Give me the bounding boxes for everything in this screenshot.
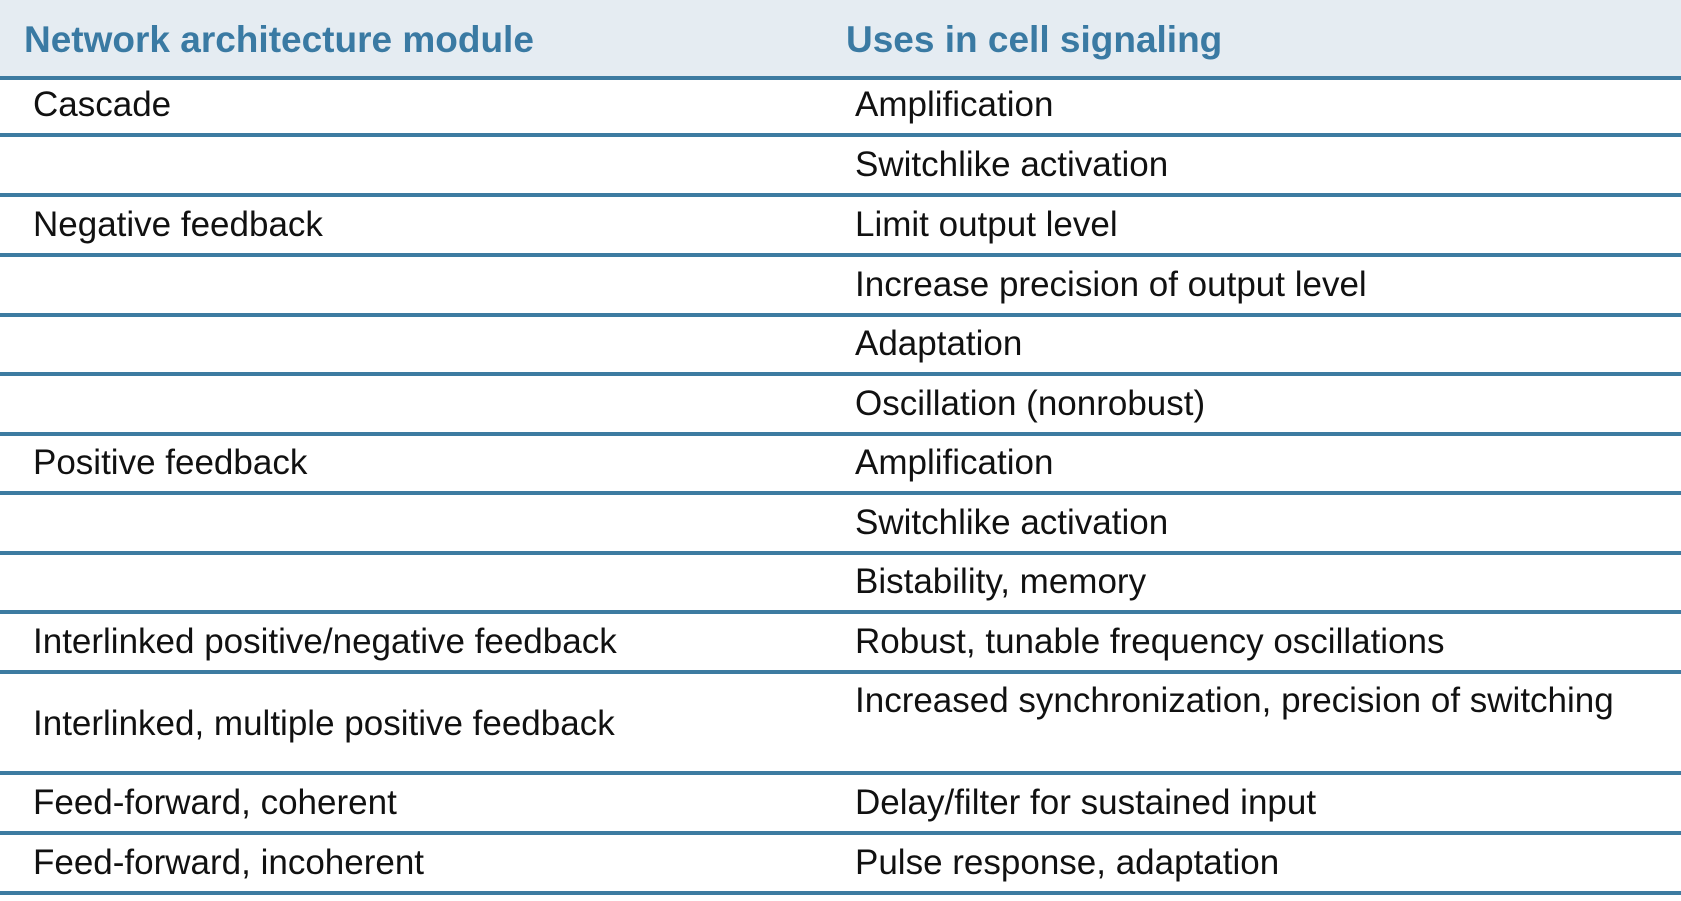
row-module-cell: Interlinked positive/negative feedback — [33, 622, 617, 661]
table-header-row — [0, 0, 1681, 80]
row-module-cell: Cascade — [33, 85, 172, 124]
row-rule — [0, 610, 1681, 614]
row-module-cell: Feed-forward, incoherent — [33, 843, 425, 882]
row-use-cell: Robust, tunable frequency oscillations — [855, 622, 1445, 661]
column-header-module: Network architecture module — [24, 19, 534, 60]
row-rule — [0, 133, 1681, 137]
row-use-cell: Increased synchronization, precision of … — [855, 681, 1614, 720]
row-use-cell: Increase precision of output level — [855, 265, 1367, 304]
row-use-cell: Adaptation — [855, 324, 1023, 363]
row-use-cell: Switchlike activation — [855, 503, 1169, 542]
row-use-cell: Delay/filter for sustained input — [855, 783, 1317, 822]
row-use-cell: Oscillation (nonrobust) — [855, 384, 1206, 423]
row-rule — [0, 771, 1681, 775]
row-use-cell: Limit output level — [855, 205, 1118, 244]
row-module-cell: Interlinked, multiple positive feedback — [33, 704, 615, 743]
row-rule — [0, 372, 1681, 376]
row-rule — [0, 193, 1681, 197]
row-rule — [0, 551, 1681, 555]
row-module-cell: Positive feedback — [33, 443, 308, 482]
row-rule — [0, 253, 1681, 257]
row-rule — [0, 491, 1681, 495]
row-use-cell: Pulse response, adaptation — [855, 843, 1280, 882]
row-rule — [0, 831, 1681, 835]
row-module-cell: Negative feedback — [33, 205, 323, 244]
row-module-cell: Feed-forward, coherent — [33, 783, 397, 822]
column-header-uses: Uses in cell signaling — [846, 19, 1223, 60]
row-rule — [0, 670, 1681, 674]
row-rule — [0, 432, 1681, 436]
header-rule — [0, 76, 1681, 80]
row-rule — [0, 313, 1681, 317]
row-rule — [0, 891, 1681, 895]
row-use-cell: Switchlike activation — [855, 145, 1169, 184]
row-use-cell: Amplification — [855, 443, 1054, 482]
row-use-cell: Amplification — [855, 85, 1054, 124]
row-use-cell: Bistability, memory — [855, 562, 1147, 601]
